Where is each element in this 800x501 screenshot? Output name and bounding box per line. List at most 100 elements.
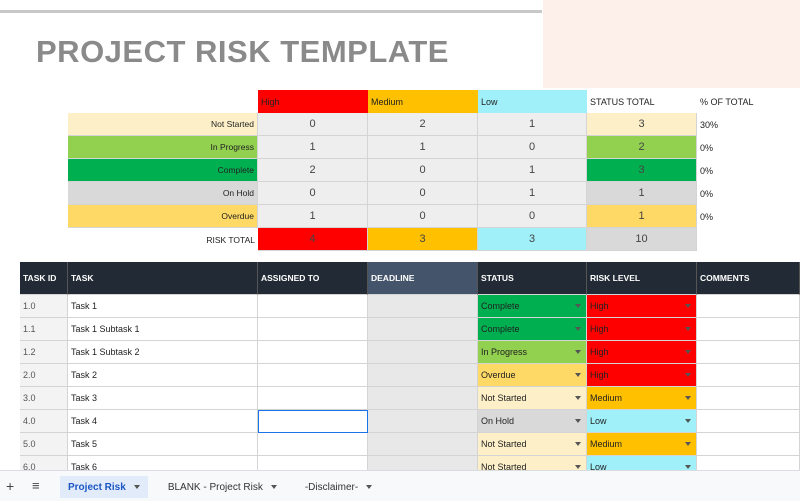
add-sheet-button[interactable]: + [6, 478, 15, 494]
risk-dropdown[interactable]: Medium [587, 387, 697, 410]
comments-cell[interactable] [697, 318, 800, 341]
task-name: Task 2 [68, 364, 258, 387]
assigned-cell[interactable] [258, 364, 368, 387]
sheet-tab[interactable]: BLANK - Project Risk [160, 476, 285, 498]
status-dropdown[interactable]: On Hold [478, 410, 587, 433]
deadline-cell[interactable] [368, 410, 478, 433]
status-dropdown[interactable]: Not Started [478, 387, 587, 410]
count-cell: 0 [258, 113, 368, 136]
risk-dropdown[interactable]: Medium [587, 433, 697, 456]
task-header: TASK ID [20, 262, 68, 295]
task-id: 3.0 [20, 387, 68, 410]
comments-cell[interactable] [697, 433, 800, 456]
status-total: 3 [587, 113, 697, 136]
status-label: Overdue [68, 205, 258, 228]
count-cell: 1 [478, 182, 587, 205]
count-cell: 0 [368, 159, 478, 182]
percent-cell: 0% [700, 165, 714, 176]
status-dropdown[interactable]: Complete [478, 318, 587, 341]
summary-header: STATUS TOTAL [590, 96, 655, 107]
deadline-cell[interactable] [368, 318, 478, 341]
count-cell: 1 [258, 205, 368, 228]
task-header: STATUS [478, 262, 587, 295]
task-id: 5.0 [20, 433, 68, 456]
sheet-tab[interactable]: Project Risk [60, 476, 148, 498]
title-band-accent [543, 0, 800, 88]
deadline-cell[interactable] [368, 341, 478, 364]
risk-dropdown[interactable]: Low [587, 410, 697, 433]
assigned-cell[interactable] [258, 318, 368, 341]
comments-cell[interactable] [697, 341, 800, 364]
status-dropdown[interactable]: Overdue [478, 364, 587, 387]
sheet-tab[interactable]: -Disclaimer- [297, 476, 380, 498]
status-label: In Progress [68, 136, 258, 159]
task-name: Task 5 [68, 433, 258, 456]
risk-total: 4 [258, 228, 368, 251]
task-name: Task 4 [68, 410, 258, 433]
assigned-cell[interactable] [258, 295, 368, 318]
status-label: On Hold [68, 182, 258, 205]
deadline-cell[interactable] [368, 364, 478, 387]
task-id: 2.0 [20, 364, 68, 387]
task-id: 4.0 [20, 410, 68, 433]
count-cell: 0 [478, 205, 587, 228]
count-cell: 1 [368, 136, 478, 159]
risk-dropdown[interactable]: High [587, 295, 697, 318]
task-header: DEADLINE [368, 262, 478, 295]
task-name: Task 3 [68, 387, 258, 410]
assigned-cell[interactable] [258, 341, 368, 364]
count-cell: 0 [258, 182, 368, 205]
status-total: 3 [587, 159, 697, 182]
title-band-line [0, 10, 542, 13]
count-cell: 2 [258, 159, 368, 182]
status-dropdown[interactable]: Complete [478, 295, 587, 318]
summary-header: High [258, 90, 368, 113]
count-cell: 1 [258, 136, 368, 159]
count-cell: 1 [478, 113, 587, 136]
task-header: RISK LEVEL [587, 262, 697, 295]
status-label: Complete [68, 159, 258, 182]
status-total: 1 [587, 205, 697, 228]
status-total: 1 [587, 182, 697, 205]
comments-cell[interactable] [697, 364, 800, 387]
assigned-cell[interactable] [258, 410, 368, 433]
risk-total: 3 [478, 228, 587, 251]
comments-cell[interactable] [697, 410, 800, 433]
summary-header: Low [478, 90, 587, 113]
count-cell: 0 [368, 205, 478, 228]
status-dropdown[interactable]: Not Started [478, 433, 587, 456]
count-cell: 2 [368, 113, 478, 136]
risk-dropdown[interactable]: High [587, 318, 697, 341]
status-total: 2 [587, 136, 697, 159]
summary-header: % OF TOTAL [700, 96, 754, 107]
risk-dropdown[interactable]: High [587, 341, 697, 364]
summary-header: Medium [368, 90, 478, 113]
count-cell: 1 [478, 159, 587, 182]
count-cell: 0 [368, 182, 478, 205]
task-name: Task 1 [68, 295, 258, 318]
risk-total: 3 [368, 228, 478, 251]
deadline-cell[interactable] [368, 387, 478, 410]
task-header: COMMENTS [697, 262, 800, 295]
percent-cell: 0% [700, 142, 714, 153]
task-name: Task 1 Subtask 1 [68, 318, 258, 341]
task-header: ASSIGNED TO [258, 262, 368, 295]
risk-total-label: RISK TOTAL [206, 234, 255, 245]
risk-total: 10 [587, 228, 697, 251]
all-sheets-button[interactable]: ≡ [32, 478, 40, 493]
deadline-cell[interactable] [368, 295, 478, 318]
title: PROJECT RISK TEMPLATE [36, 34, 449, 69]
percent-cell: 30% [700, 119, 719, 130]
status-dropdown[interactable]: In Progress [478, 341, 587, 364]
comments-cell[interactable] [697, 387, 800, 410]
status-label: Not Started [68, 113, 258, 136]
task-header: TASK [68, 262, 258, 295]
comments-cell[interactable] [697, 295, 800, 318]
assigned-cell[interactable] [258, 433, 368, 456]
percent-cell: 0% [700, 188, 714, 199]
deadline-cell[interactable] [368, 433, 478, 456]
task-id: 1.0 [20, 295, 68, 318]
risk-dropdown[interactable]: High [587, 364, 697, 387]
assigned-cell[interactable] [258, 387, 368, 410]
